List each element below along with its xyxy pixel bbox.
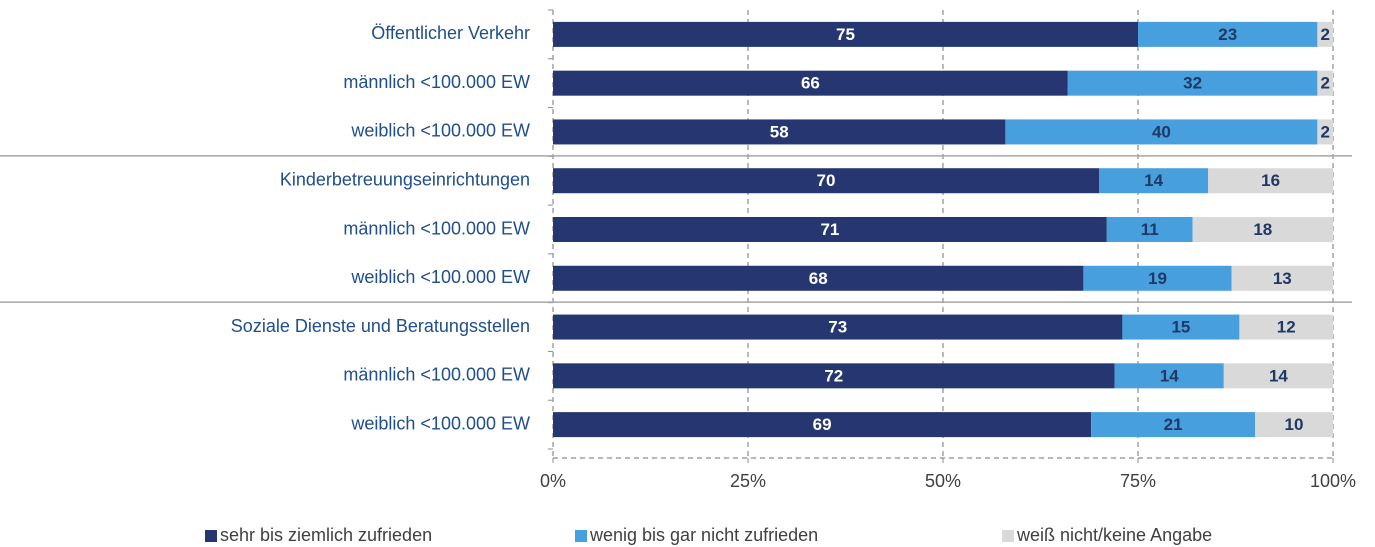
segment-label: 15 xyxy=(1171,318,1190,337)
bar-segment xyxy=(553,363,1115,389)
segment-label: 16 xyxy=(1261,171,1280,190)
bar-segment xyxy=(1122,314,1240,340)
bar-segment xyxy=(1138,21,1318,47)
bar-segment xyxy=(553,70,1068,96)
category-label: weiblich <100.000 EW xyxy=(350,267,530,287)
x-tick-label: 50% xyxy=(925,471,961,491)
bar-segment xyxy=(1317,119,1333,145)
bar-segment xyxy=(1114,363,1224,389)
category-label: männlich <100.000 EW xyxy=(343,72,530,92)
category-label: Kinderbetreuungseinrichtungen xyxy=(280,169,530,189)
bar-segment xyxy=(1208,168,1333,194)
bar-segment xyxy=(553,119,1006,145)
segment-label: 11 xyxy=(1141,220,1159,239)
bar-segment xyxy=(1231,265,1333,291)
segment-label: 58 xyxy=(770,122,789,141)
category-label: weiblich <100.000 EW xyxy=(350,413,530,433)
legend-label: wenig bis gar nicht zufrieden xyxy=(589,525,818,545)
x-tick-label: 0% xyxy=(540,471,566,491)
segment-label: 40 xyxy=(1152,122,1171,141)
segment-label: 72 xyxy=(824,366,843,385)
segment-label: 23 xyxy=(1218,25,1237,44)
legend-swatch xyxy=(205,530,217,542)
bar-segment xyxy=(553,217,1107,242)
segment-label: 18 xyxy=(1253,220,1272,239)
segment-label: 14 xyxy=(1160,366,1179,385)
bar-segment xyxy=(553,412,1092,438)
segment-label: 19 xyxy=(1148,269,1167,288)
bar-segment xyxy=(1067,70,1318,96)
segment-label: 14 xyxy=(1144,171,1163,190)
bar-segment xyxy=(1083,265,1232,291)
bar-segment xyxy=(553,265,1084,291)
segment-label: 2 xyxy=(1320,122,1329,141)
bar-segment xyxy=(1091,412,1255,438)
bar-segment xyxy=(1317,21,1333,47)
segment-label: 2 xyxy=(1320,74,1329,93)
bar-segment xyxy=(1192,217,1333,242)
bar-segment xyxy=(553,314,1123,340)
segment-label: 32 xyxy=(1183,74,1202,93)
segment-label: 14 xyxy=(1269,366,1288,385)
segment-label: 10 xyxy=(1285,415,1304,434)
x-tick-label: 25% xyxy=(730,471,766,491)
bar-segment xyxy=(1317,70,1333,96)
bar-segment xyxy=(1099,168,1209,194)
bar-segment xyxy=(1239,314,1333,340)
bar-segment xyxy=(1106,217,1193,242)
category-label: männlich <100.000 EW xyxy=(343,218,530,238)
bar-segment xyxy=(1255,412,1333,438)
bar-segment xyxy=(553,168,1099,194)
bar-segment xyxy=(1005,119,1318,145)
bar-segment xyxy=(553,21,1138,47)
segment-label: 71 xyxy=(820,220,839,239)
x-tick-label: 100% xyxy=(1310,471,1356,491)
segment-label: 21 xyxy=(1164,415,1183,434)
segment-label: 66 xyxy=(801,74,820,93)
segment-label: 68 xyxy=(809,269,828,288)
bar-segment xyxy=(1223,363,1333,389)
legend-label: sehr bis ziemlich zufrieden xyxy=(220,525,432,545)
segment-label: 2 xyxy=(1320,25,1329,44)
legend-swatch xyxy=(1002,530,1014,542)
segment-label: 75 xyxy=(836,25,855,44)
segment-label: 69 xyxy=(813,415,832,434)
segment-label: 70 xyxy=(817,171,836,190)
legend-label: weiß nicht/keine Angabe xyxy=(1016,525,1212,545)
segment-label: 13 xyxy=(1273,269,1292,288)
category-label: weiblich <100.000 EW xyxy=(350,121,530,141)
legend-swatch xyxy=(575,530,587,542)
category-label: männlich <100.000 EW xyxy=(343,365,530,385)
category-label: Soziale Dienste und Beratungsstellen xyxy=(231,316,530,336)
segment-label: 12 xyxy=(1277,318,1296,337)
segment-label: 73 xyxy=(828,318,847,337)
x-tick-label: 75% xyxy=(1120,471,1156,491)
category-label: Öffentlicher Verkehr xyxy=(371,23,530,43)
